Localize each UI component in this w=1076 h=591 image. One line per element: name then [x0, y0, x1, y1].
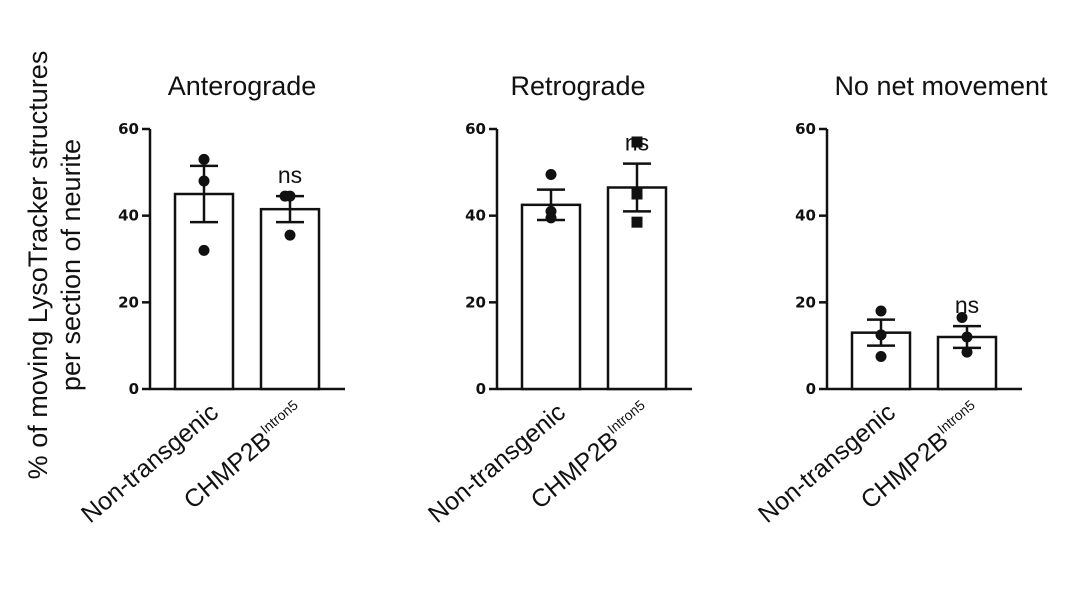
data-point	[198, 153, 210, 165]
y-tick-label: 0	[806, 380, 816, 398]
significance-label: ns	[625, 130, 649, 156]
data-point	[875, 329, 887, 341]
data-point	[961, 331, 973, 343]
chart-panel-2: Retrograde0204060Non-transgenicnsCHMP2BI…	[423, 71, 692, 529]
y-axis-label-line-2: per section of neurite	[56, 139, 86, 391]
y-tick-label: 0	[129, 380, 139, 398]
data-point	[284, 229, 296, 241]
y-tick-label: 40	[465, 207, 486, 225]
chart-title: Anterograde	[168, 71, 317, 101]
significance-label: ns	[278, 162, 302, 188]
data-point	[631, 188, 643, 200]
y-tick-label: 0	[476, 380, 486, 398]
data-point	[875, 351, 887, 362]
y-tick-label: 20	[118, 293, 139, 311]
data-point	[198, 244, 210, 256]
y-tick-label: 60	[118, 120, 139, 138]
data-point	[631, 136, 643, 148]
category-label-superscript: Intron5	[257, 396, 301, 436]
data-point	[545, 212, 557, 224]
y-tick-label: 20	[465, 293, 486, 311]
data-point	[284, 190, 296, 202]
chart-title: Retrograde	[510, 71, 645, 101]
y-tick-label: 40	[795, 207, 816, 225]
y-axis-label: % of moving LysoTracker structures per s…	[23, 51, 86, 480]
bar	[520, 203, 582, 391]
y-tick-label: 40	[118, 207, 139, 225]
data-point	[198, 175, 210, 187]
y-tick-label: 60	[795, 120, 816, 138]
chart-title: No net movement	[834, 71, 1048, 101]
data-point	[875, 305, 887, 317]
chart-panel-1: Anterograde0204060Non-transgenicnsCHMP2B…	[76, 71, 345, 529]
y-tick-label: 20	[795, 293, 816, 311]
data-point	[961, 346, 973, 358]
data-point	[545, 169, 557, 180]
chart-panels: Anterograde0204060Non-transgenicnsCHMP2B…	[76, 71, 1048, 529]
data-point	[631, 216, 643, 228]
y-tick-label: 60	[465, 120, 486, 138]
data-point	[956, 312, 968, 323]
y-axis-label-line-1: % of moving LysoTracker structures	[23, 51, 53, 480]
category-label-superscript: Intron5	[934, 396, 978, 436]
significance-label: ns	[955, 292, 979, 318]
category-label-superscript: Intron5	[604, 396, 648, 436]
chart-panel-3: No net movement0204060Non-transgenicnsCH…	[753, 71, 1048, 529]
